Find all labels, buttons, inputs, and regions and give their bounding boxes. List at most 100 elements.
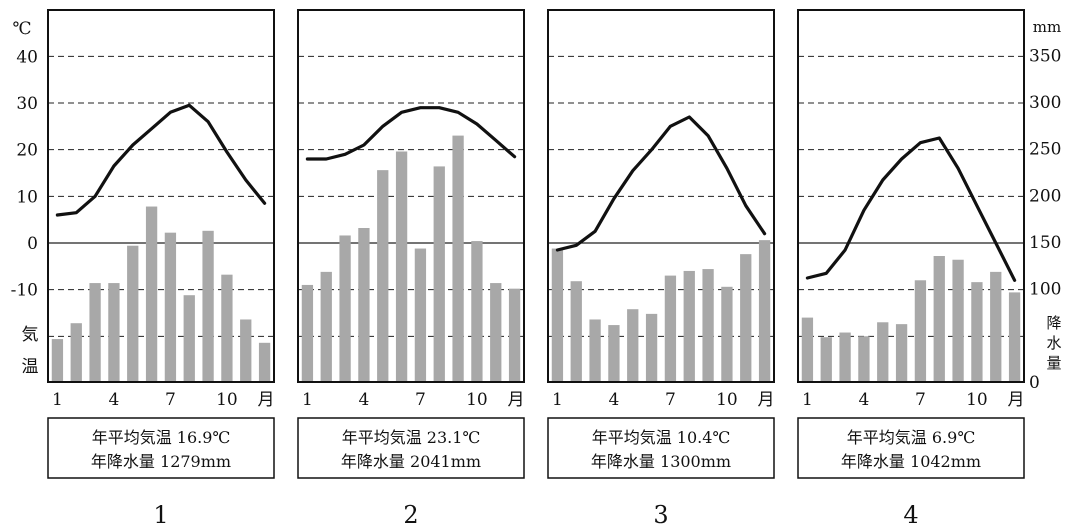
left-axis: ℃ 40 30 20 10 0 -10 気温: [11, 19, 39, 377]
precip-bar: [339, 235, 351, 382]
temperature-line: [805, 136, 1017, 282]
annual-precipitation: 年降水量 2041mm: [341, 452, 481, 471]
annual-mean-temp: 年平均気温 10.4℃: [592, 428, 731, 447]
right-axis-tick-label: 300: [1029, 93, 1061, 113]
panel-frame: [297, 9, 525, 383]
right-axis-tick-label: 100: [1029, 280, 1061, 300]
precip-bar: [258, 342, 271, 382]
panel-number: 3: [653, 501, 668, 529]
precip-bar: [301, 284, 314, 382]
precip-bar: [358, 228, 370, 382]
precip-bar: [721, 286, 733, 382]
precip-bar: [377, 170, 389, 382]
left-axis-tick-label: 10: [16, 187, 38, 207]
month-suffix: 月: [508, 390, 525, 410]
precip-bar: [1008, 292, 1021, 382]
precip-bar: [127, 245, 139, 382]
annual-mean-temp: 年平均気温 6.9℃: [847, 428, 975, 447]
x-tick-label: 10: [716, 390, 738, 410]
info-box: [297, 417, 525, 479]
precip-bar: [145, 206, 158, 382]
panel-frame: [547, 9, 775, 383]
precip-bar: [664, 275, 677, 382]
x-tick-label: 10: [216, 390, 238, 410]
precip-bar: [740, 254, 752, 382]
x-tick-label: 1: [802, 390, 813, 410]
precip-bar: [839, 332, 851, 382]
precip-bar: [952, 259, 964, 382]
temperature-line: [305, 106, 517, 161]
right-axis-tick-label: 350: [1029, 46, 1061, 66]
x-tick-label: 4: [609, 390, 620, 410]
precip-bar: [395, 151, 408, 382]
left-axis-unit: ℃: [12, 19, 31, 39]
precip-bar: [858, 336, 870, 382]
precip-bar: [933, 256, 945, 382]
left-axis-label-char: 温: [22, 357, 39, 377]
precip-bar: [508, 288, 521, 382]
x-tick-label: 4: [359, 390, 370, 410]
precip-bar: [240, 319, 252, 382]
precip-bar: [221, 274, 233, 382]
temperature-line: [555, 115, 767, 252]
precip-bar: [990, 271, 1002, 382]
precip-bar: [414, 248, 427, 382]
month-suffix: 月: [1008, 390, 1025, 410]
temperature-line: [55, 103, 267, 217]
right-axis-tick-label: 250: [1029, 140, 1061, 160]
precip-bar: [551, 248, 564, 382]
x-tick-label: 1: [52, 390, 63, 410]
left-axis-label-char: 気: [22, 325, 39, 345]
x-tick-label: 7: [165, 390, 176, 410]
x-tick-label: 1: [552, 390, 563, 410]
precip-bar: [70, 323, 82, 382]
panel-number: 2: [403, 501, 418, 529]
left-axis-tick-label: 30: [16, 94, 38, 114]
precip-bar: [645, 313, 658, 382]
precip-bar: [164, 232, 177, 382]
right-axis: mm 350 300 250 200 150 100 0 降水量: [1029, 18, 1062, 393]
annual-precipitation: 年降水量 1300mm: [591, 452, 731, 471]
right-axis-unit: mm: [1033, 18, 1061, 36]
precip-bar: [89, 283, 101, 382]
x-tick-label: 10: [466, 390, 488, 410]
x-tick-label: 7: [665, 390, 676, 410]
annual-mean-temp: 年平均気温 23.1℃: [342, 428, 481, 447]
annual-precipitation: 年降水量 1279mm: [91, 452, 231, 471]
precip-bar: [608, 325, 620, 382]
panel-number: 1: [153, 501, 168, 529]
precip-bar: [895, 324, 908, 382]
precip-bar: [702, 269, 714, 382]
precip-bar: [683, 270, 695, 382]
left-axis-tick-label: -10: [11, 281, 38, 301]
precip-bar: [183, 295, 195, 382]
precip-bar: [471, 241, 483, 382]
month-suffix: 月: [258, 390, 275, 410]
info-box: [47, 417, 275, 479]
precip-bar: [627, 309, 639, 382]
x-tick-label: 4: [109, 390, 120, 410]
precip-bar: [801, 317, 814, 382]
panel-frame: [47, 9, 275, 383]
precip-bar: [433, 166, 445, 382]
right-axis-label-char: 降: [1046, 314, 1061, 332]
panel-number: 4: [903, 501, 918, 529]
x-tick-label: 10: [966, 390, 988, 410]
info-box: [547, 417, 775, 479]
precip-bar: [490, 283, 502, 382]
precip-bar: [108, 283, 120, 382]
annual-precipitation: 年降水量 1042mm: [841, 452, 981, 471]
precip-bar: [877, 322, 889, 382]
right-axis-label-char: 水: [1046, 334, 1061, 352]
precip-bar: [758, 240, 771, 382]
precip-bar: [820, 337, 832, 382]
x-tick-label: 7: [415, 390, 426, 410]
right-axis-tick-label: 150: [1029, 233, 1061, 253]
precip-bar: [51, 339, 64, 382]
